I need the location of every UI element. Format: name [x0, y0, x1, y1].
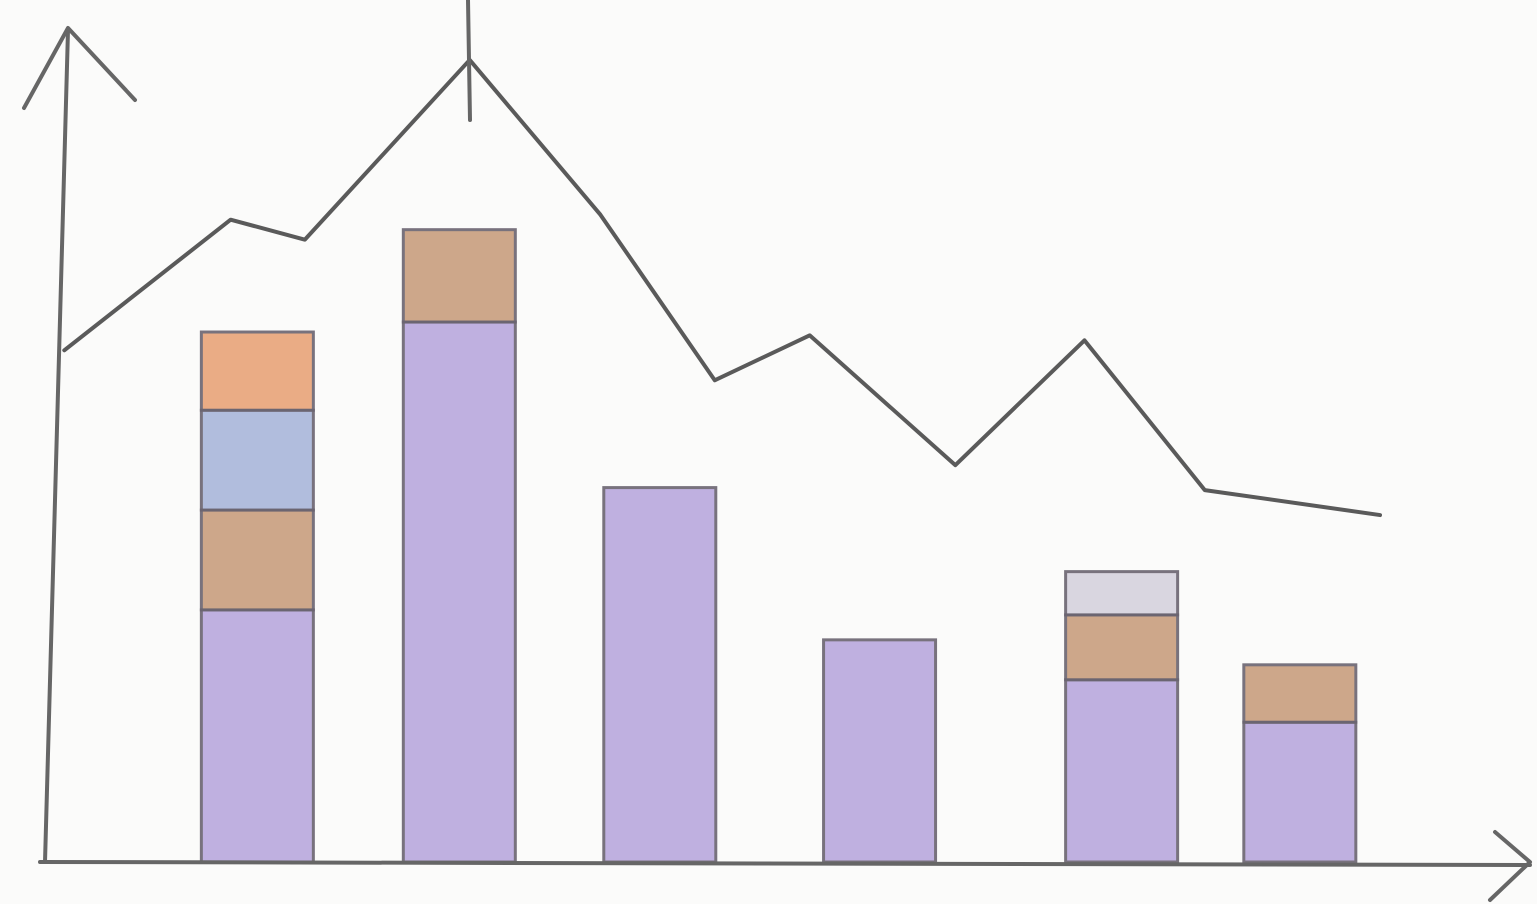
bar-segment [199, 608, 315, 864]
bar-segment [1064, 678, 1180, 864]
bar-segment [1064, 570, 1180, 617]
bar-segment [199, 408, 315, 512]
bar-segment [401, 228, 517, 324]
bar-segment [1242, 720, 1358, 864]
x-axis [38, 860, 1532, 867]
bar-segment [1064, 613, 1180, 682]
y-axis-arrow [22, 26, 137, 110]
line-series [62, 57, 1383, 518]
bar-segment [199, 330, 315, 412]
plot-area [62, 57, 1383, 864]
bar-segment [1242, 663, 1358, 724]
bar-segment [401, 320, 517, 864]
bar-segment [822, 638, 938, 864]
y-axis [43, 28, 70, 864]
x-axis-arrow [1488, 830, 1532, 902]
bar-segment [602, 486, 718, 864]
sketch-stroke [466, 0, 472, 122]
axes [22, 0, 1532, 902]
bar-segment [199, 508, 315, 612]
